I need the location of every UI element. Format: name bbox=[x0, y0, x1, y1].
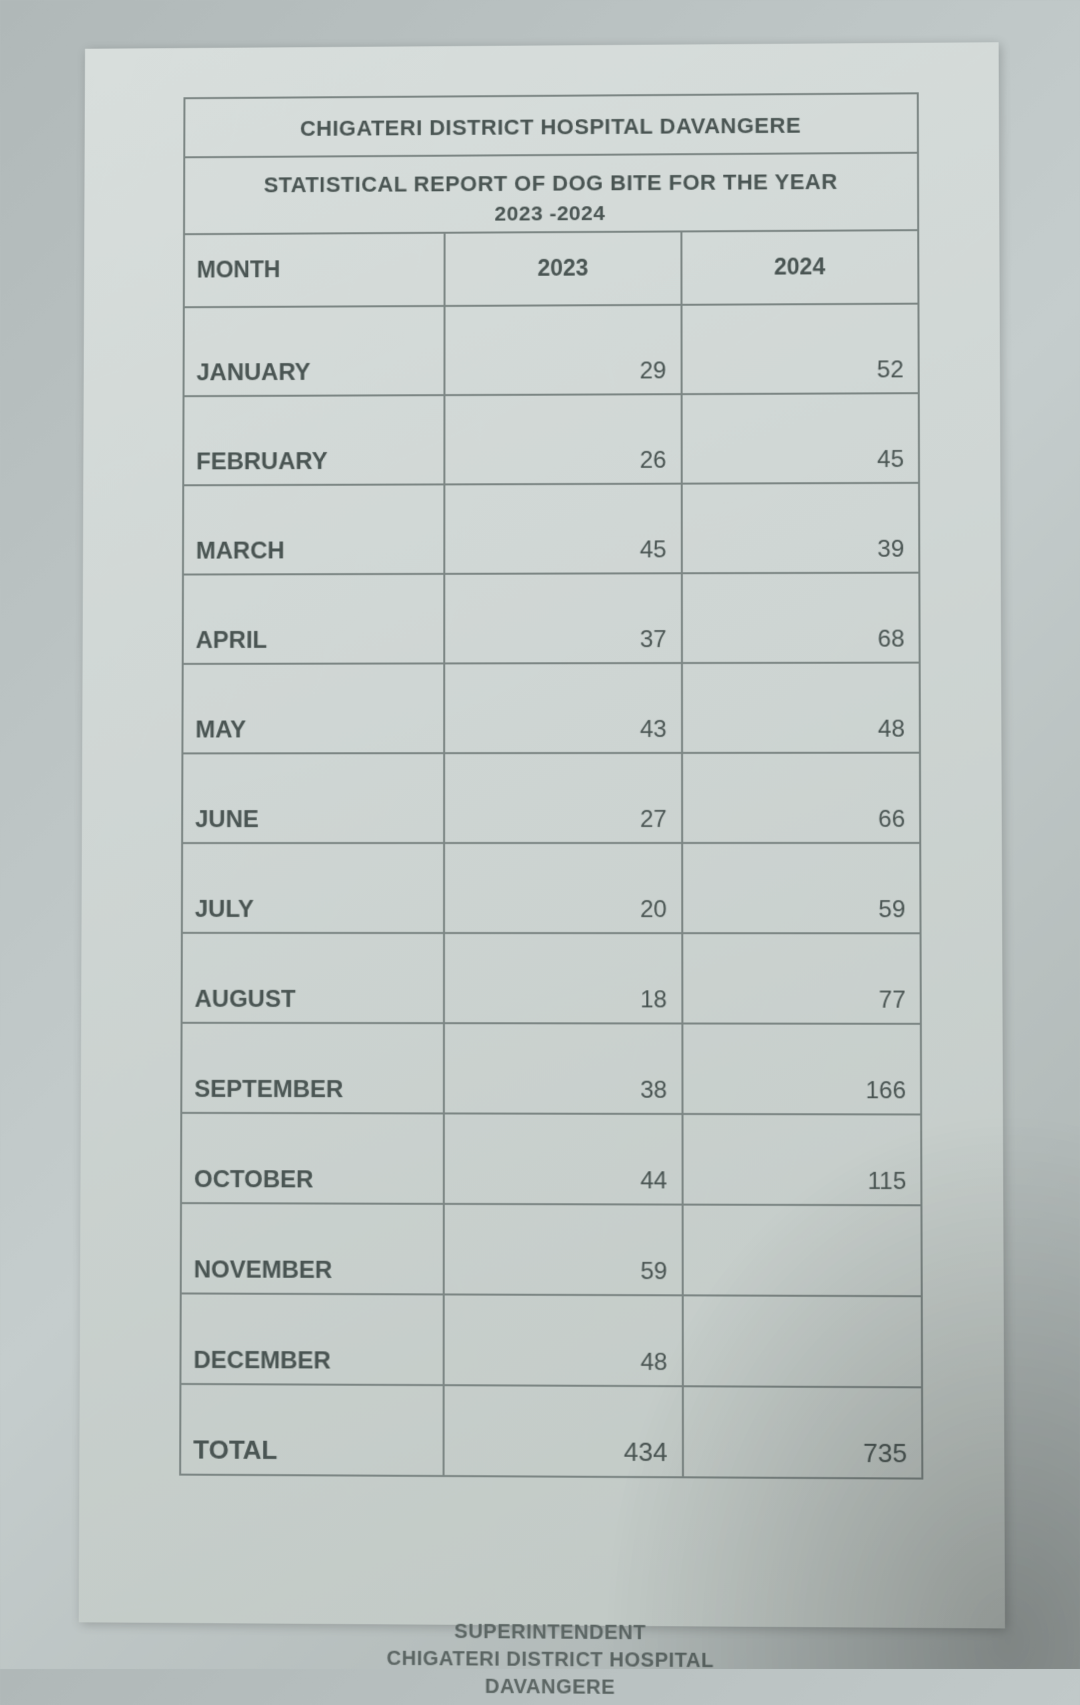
cell-y2: 39 bbox=[681, 483, 919, 573]
cell-y2 bbox=[682, 1204, 921, 1296]
cell-y1: 45 bbox=[445, 484, 682, 574]
col-header-year1: 2023 bbox=[445, 231, 681, 306]
cell-y2: 66 bbox=[682, 753, 920, 843]
cell-y2 bbox=[682, 1295, 922, 1387]
cell-y2: 48 bbox=[682, 662, 920, 752]
table-row: JULY 20 59 bbox=[182, 843, 921, 933]
cell-month: AUGUST bbox=[182, 933, 445, 1023]
table-row: MAY 43 48 bbox=[182, 662, 920, 753]
total-y2: 735 bbox=[683, 1386, 923, 1478]
cell-y1: 29 bbox=[445, 305, 681, 395]
cell-month: FEBRUARY bbox=[183, 395, 445, 485]
document-paper: CHIGATERI DISTRICT HOSPITAL DAVANGERE ST… bbox=[79, 42, 1005, 1628]
report-subtitle: STATISTICAL REPORT OF DOG BITE FOR THE Y… bbox=[264, 169, 838, 197]
table-row: MARCH 45 39 bbox=[183, 483, 919, 575]
report-period: 2023 -2024 bbox=[193, 198, 909, 229]
table-header-row: MONTH 2023 2024 bbox=[184, 230, 919, 307]
cell-y1: 37 bbox=[445, 573, 682, 663]
col-header-year2: 2024 bbox=[681, 230, 918, 305]
total-label: TOTAL bbox=[180, 1384, 444, 1476]
cell-month: APRIL bbox=[183, 574, 445, 664]
cell-month: SEPTEMBER bbox=[181, 1023, 444, 1114]
cell-month: OCTOBER bbox=[181, 1113, 444, 1204]
cell-y1: 27 bbox=[445, 753, 682, 843]
col-header-month: MONTH bbox=[184, 233, 445, 307]
hospital-title: CHIGATERI DISTRICT HOSPITAL DAVANGERE bbox=[184, 93, 918, 157]
cell-y1: 43 bbox=[445, 663, 682, 753]
table-subtitle-row: STATISTICAL REPORT OF DOG BITE FOR THE Y… bbox=[184, 153, 918, 234]
table-row: JANUARY 29 52 bbox=[184, 304, 919, 397]
cell-y2: 115 bbox=[682, 1114, 921, 1205]
cell-month: MAY bbox=[182, 663, 444, 753]
cell-month: JUNE bbox=[182, 753, 444, 843]
report-table: CHIGATERI DISTRICT HOSPITAL DAVANGERE ST… bbox=[179, 92, 923, 1479]
cell-y1: 20 bbox=[444, 843, 682, 933]
table-row: DECEMBER 48 bbox=[180, 1293, 922, 1387]
cell-month: NOVEMBER bbox=[181, 1203, 445, 1294]
signature-line-3: DAVANGERE bbox=[138, 1671, 964, 1704]
cell-month: JANUARY bbox=[184, 306, 445, 396]
table-row: NOVEMBER 59 bbox=[181, 1203, 922, 1296]
cell-month: MARCH bbox=[183, 484, 445, 574]
table-row: SEPTEMBER 38 166 bbox=[181, 1023, 921, 1115]
cell-y1: 18 bbox=[444, 933, 682, 1023]
report-subtitle-cell: STATISTICAL REPORT OF DOG BITE FOR THE Y… bbox=[184, 153, 918, 234]
cell-y2: 45 bbox=[681, 393, 919, 483]
table-row: OCTOBER 44 115 bbox=[181, 1113, 921, 1205]
cell-y1: 38 bbox=[444, 1023, 682, 1114]
cell-y1: 26 bbox=[445, 394, 682, 484]
cell-y2: 166 bbox=[682, 1023, 921, 1114]
table-row: FEBRUARY 26 45 bbox=[183, 393, 919, 485]
cell-y1: 59 bbox=[444, 1204, 682, 1295]
cell-y1: 44 bbox=[444, 1113, 682, 1204]
table-total-row: TOTAL 434 735 bbox=[180, 1384, 922, 1479]
total-y1: 434 bbox=[444, 1385, 683, 1477]
cell-y2: 68 bbox=[682, 573, 920, 663]
cell-y2: 59 bbox=[682, 843, 921, 933]
table-row: AUGUST 18 77 bbox=[182, 933, 921, 1024]
cell-month: DECEMBER bbox=[180, 1293, 444, 1385]
cell-y1: 48 bbox=[444, 1294, 682, 1386]
cell-y2: 77 bbox=[682, 933, 921, 1024]
table-row: JUNE 27 66 bbox=[182, 753, 920, 843]
table-row: APRIL 37 68 bbox=[183, 573, 920, 664]
signature-block: SUPERINTENDENT CHIGATERI DISTRICT HOSPIT… bbox=[138, 1617, 964, 1705]
table-title-row: CHIGATERI DISTRICT HOSPITAL DAVANGERE bbox=[184, 93, 918, 157]
cell-y2: 52 bbox=[681, 304, 919, 395]
cell-month: JULY bbox=[182, 843, 445, 933]
